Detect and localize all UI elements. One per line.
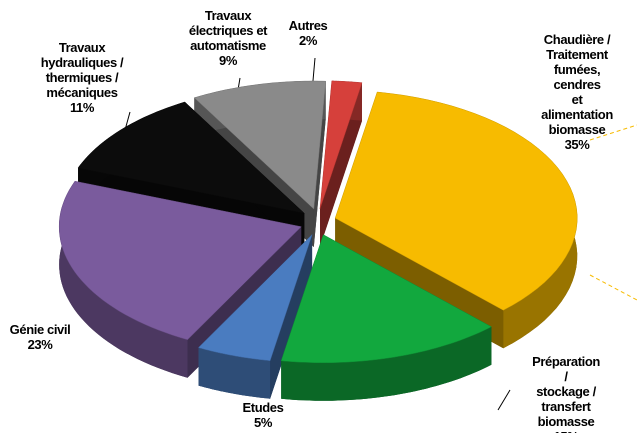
slice-side [313, 81, 326, 247]
percent-label: 5% [253, 415, 272, 430]
percent-label: 35% [564, 137, 590, 152]
slice-label: Travaux électriques et automatisme 9% [188, 8, 268, 68]
percent-label: 11% [69, 100, 95, 115]
slice-wall [281, 326, 492, 401]
leader-line [497, 389, 511, 411]
slice-label: Génie civil 23% [10, 322, 71, 352]
slice-top [58, 180, 302, 340]
slice [198, 234, 313, 399]
slice-side [320, 82, 362, 247]
category-name: Travaux hydrauliques / thermiques / méca… [40, 40, 124, 100]
percent-label: 9% [219, 53, 237, 68]
slice-label: Autres 2% [289, 18, 328, 48]
slice [280, 234, 492, 401]
slice-label: Préparation / stockage / transfert bioma… [531, 354, 602, 433]
category-name: Génie civil [9, 322, 71, 337]
category-name: Préparation / stockage / transfert bioma… [532, 354, 600, 429]
slice-top [319, 80, 363, 209]
slice-wall [198, 347, 271, 399]
slice-top [280, 234, 492, 363]
category-name: Autres [288, 18, 328, 33]
percent-label: 2% [299, 33, 317, 48]
slice-top [334, 91, 578, 311]
leader-line [589, 124, 637, 141]
leader-line [589, 274, 637, 301]
slice-label: Travaux hydrauliques / thermiques / méca… [41, 40, 124, 115]
percent-label: 15% [531, 429, 602, 433]
slice-label: Etudes 5% [243, 400, 284, 430]
percent-label: 23% [27, 337, 53, 352]
slice-top [193, 80, 326, 210]
category-name: Etudes [242, 400, 284, 415]
category-name: Chaudière / Traitement fumées, cendres e… [541, 32, 613, 137]
slice [319, 80, 363, 247]
slice-label: Chaudière / Traitement fumées, cendres e… [541, 32, 613, 152]
slice-top [77, 101, 306, 214]
slice-top [198, 234, 313, 361]
category-name: Travaux électriques et automatisme [188, 8, 268, 53]
